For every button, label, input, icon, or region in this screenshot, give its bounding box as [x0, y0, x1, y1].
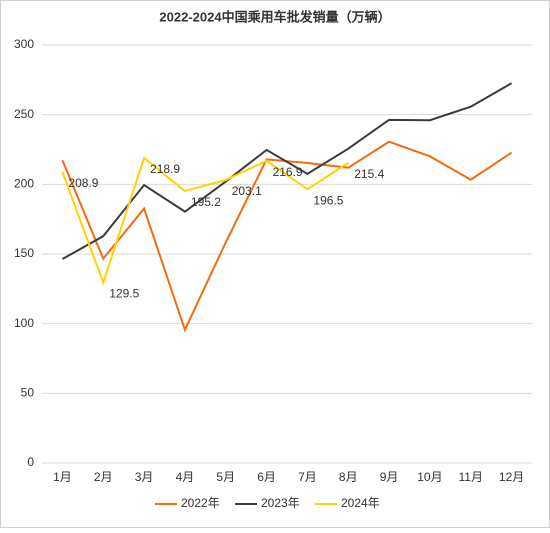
legend-label: 2022年: [181, 496, 220, 510]
x-tick-label: 8月: [339, 470, 358, 484]
legend-label: 2024年: [341, 496, 380, 510]
legend-label: 2023年: [261, 496, 300, 510]
x-tick-label: 1月: [53, 470, 72, 484]
y-tick-label: 300: [14, 37, 34, 51]
data-label: 216.9: [273, 165, 303, 179]
x-tick-label: 7月: [298, 470, 317, 484]
data-label: 196.5: [313, 193, 343, 207]
data-label: 203.1: [232, 184, 262, 198]
chart-title: 2022-2024中国乘用车批发销量（万辆）: [159, 9, 390, 24]
y-tick-label: 250: [14, 107, 34, 121]
x-tick-label: 10月: [417, 470, 442, 484]
x-tick-label: 4月: [176, 470, 195, 484]
x-tick-label: 9月: [380, 470, 399, 484]
data-label: 195.2: [191, 195, 221, 209]
x-tick-label: 6月: [257, 470, 276, 484]
x-tick-label: 3月: [135, 470, 154, 484]
data-label: 215.4: [354, 167, 384, 181]
data-label: 218.9: [150, 162, 180, 176]
x-tick-label: 2月: [94, 470, 113, 484]
data-label: 208.9: [68, 176, 98, 190]
y-tick-label: 100: [14, 316, 34, 330]
data-label: 129.5: [109, 287, 139, 301]
x-tick-label: 11月: [459, 470, 483, 484]
x-tick-label: 12月: [499, 470, 524, 484]
series-line: [61, 82, 513, 260]
y-tick-label: 50: [21, 386, 35, 400]
y-tick-label: 150: [14, 246, 34, 260]
series-line: [61, 156, 349, 286]
y-tick-label: 0: [27, 455, 34, 469]
y-tick-label: 200: [14, 177, 34, 191]
x-tick-label: 5月: [216, 470, 235, 484]
